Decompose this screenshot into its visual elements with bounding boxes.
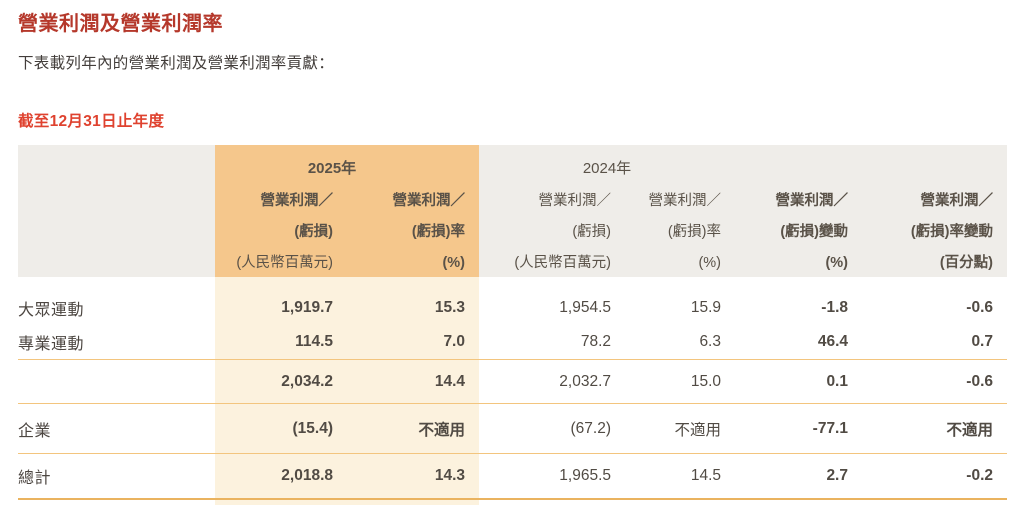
cell-op-change: 46.4 bbox=[817, 333, 848, 350]
col-header-line: (虧損)率 bbox=[667, 224, 721, 240]
col-header-line: 營業利潤／ bbox=[775, 193, 849, 209]
period-label: 截至12月31日止年度 bbox=[18, 113, 165, 130]
cell-op-2024: 1,965.5 bbox=[559, 467, 611, 484]
row-label: 企業 bbox=[18, 422, 52, 440]
cell-op-2025: 1,919.7 bbox=[281, 299, 333, 316]
col-header-line: (人民幣百萬元) bbox=[514, 255, 611, 271]
cell-margin-2024: 6.3 bbox=[699, 333, 721, 350]
col-header-line bbox=[18, 248, 215, 279]
col-header-line: 營業利潤／ bbox=[260, 193, 334, 209]
cell-op-2024: 2,032.7 bbox=[559, 372, 611, 390]
col-header-line: (虧損)變動 bbox=[780, 224, 848, 240]
table-row: 2,034.2 14.4 2,032.7 15.0 0.1 -0.6 bbox=[18, 360, 1007, 403]
col-header-line: 營業利潤／ bbox=[920, 193, 994, 209]
table-row: 企業 (15.4) 不適用 (67.2) 不適用 -77.1 不適用 bbox=[18, 404, 1007, 453]
year-2025-highlight bbox=[215, 145, 479, 277]
cell-op-change: -1.8 bbox=[821, 299, 848, 316]
col-header-line bbox=[18, 186, 215, 217]
cell-margin-change: -0.6 bbox=[966, 299, 993, 316]
cell-margin-2025: 不適用 bbox=[418, 421, 465, 439]
highlight-column-background bbox=[215, 277, 479, 505]
cell-op-change: 0.1 bbox=[826, 372, 848, 390]
col-header-line: 營業利潤／ bbox=[538, 193, 612, 209]
col-header-line: (%) bbox=[442, 255, 465, 271]
segment-corporate: 企業 (15.4) 不適用 (67.2) 不適用 -77.1 不適用 bbox=[18, 404, 1007, 454]
col-header-line: (虧損) bbox=[572, 224, 611, 240]
col-header-line: (%) bbox=[698, 255, 721, 271]
cell-op-2025: (15.4) bbox=[292, 419, 334, 437]
segment-subtotal: 2,034.2 14.4 2,032.7 15.0 0.1 -0.6 bbox=[18, 360, 1007, 404]
cell-op-2024: 78.2 bbox=[580, 333, 611, 350]
cell-margin-2024: 不適用 bbox=[674, 421, 721, 439]
intro-text: 下表載列年內的營業利潤及營業利潤率貢獻： bbox=[18, 55, 335, 72]
cell-op-2024: 1,954.5 bbox=[559, 299, 611, 316]
cell-op-2024: (67.2) bbox=[570, 419, 612, 437]
cell-op-2025: 114.5 bbox=[295, 333, 333, 350]
year-group-2024: 2024年 bbox=[582, 160, 632, 177]
cell-margin-change: 0.7 bbox=[971, 333, 993, 350]
row-label: 大眾運動 bbox=[18, 302, 85, 319]
table-row: 總計 2,018.8 14.3 1,965.5 14.5 2.7 -0.2 bbox=[18, 454, 1007, 498]
table-row: 大眾運動 1,919.7 15.3 1,954.5 15.9 -1.8 -0.6 bbox=[18, 291, 1007, 325]
col-header-line: (%) bbox=[825, 255, 848, 271]
col-header-line bbox=[18, 217, 215, 248]
year-group-2025: 2025年 bbox=[307, 160, 357, 177]
cell-margin-2025: 14.3 bbox=[434, 467, 465, 484]
col-header-line: (人民幣百萬元) bbox=[236, 255, 333, 271]
col-header-line: (虧損)率 bbox=[411, 224, 465, 240]
col-header-line: 營業利潤／ bbox=[648, 193, 722, 209]
cell-op-change: -77.1 bbox=[812, 419, 848, 437]
cell-margin-2025: 14.4 bbox=[434, 372, 465, 390]
col-header-line: 營業利潤／ bbox=[392, 193, 466, 209]
segment-total: 總計 2,018.8 14.3 1,965.5 14.5 2.7 -0.2 bbox=[18, 454, 1007, 500]
cell-margin-2025: 7.0 bbox=[443, 333, 465, 350]
cell-op-2025: 2,018.8 bbox=[281, 467, 333, 484]
page-title: 營業利潤及營業利潤率 bbox=[18, 13, 223, 35]
col-header-line: (虧損)率變動 bbox=[910, 224, 993, 240]
segment-business-lines: 大眾運動 1,919.7 15.3 1,954.5 15.9 -1.8 -0.6… bbox=[18, 277, 1007, 360]
cell-margin-2024: 15.9 bbox=[690, 299, 721, 316]
cell-op-change: 2.7 bbox=[826, 467, 848, 484]
operating-profit-table: 2025年 2024年 營業利潤／ 營業利潤／ 營業利潤／ 營業利潤／ 營業利潤… bbox=[18, 145, 1007, 505]
cell-margin-change: -0.6 bbox=[966, 372, 993, 390]
cell-op-2025: 2,034.2 bbox=[281, 372, 333, 390]
cell-margin-2024: 14.5 bbox=[690, 467, 721, 484]
cell-margin-2025: 15.3 bbox=[434, 299, 465, 316]
col-header-line: (虧損) bbox=[294, 224, 333, 240]
table-header: 2025年 2024年 營業利潤／ 營業利潤／ 營業利潤／ 營業利潤／ 營業利潤… bbox=[18, 145, 1007, 277]
row-label: 專業運動 bbox=[18, 336, 85, 353]
cell-margin-change: -0.2 bbox=[966, 467, 993, 484]
cell-margin-2024: 15.0 bbox=[690, 372, 721, 390]
cell-margin-change: 不適用 bbox=[946, 421, 993, 439]
row-label: 總計 bbox=[18, 470, 52, 487]
table-row: 專業運動 114.5 7.0 78.2 6.3 46.4 0.7 bbox=[18, 325, 1007, 359]
col-header-line: (百分點) bbox=[939, 255, 993, 271]
